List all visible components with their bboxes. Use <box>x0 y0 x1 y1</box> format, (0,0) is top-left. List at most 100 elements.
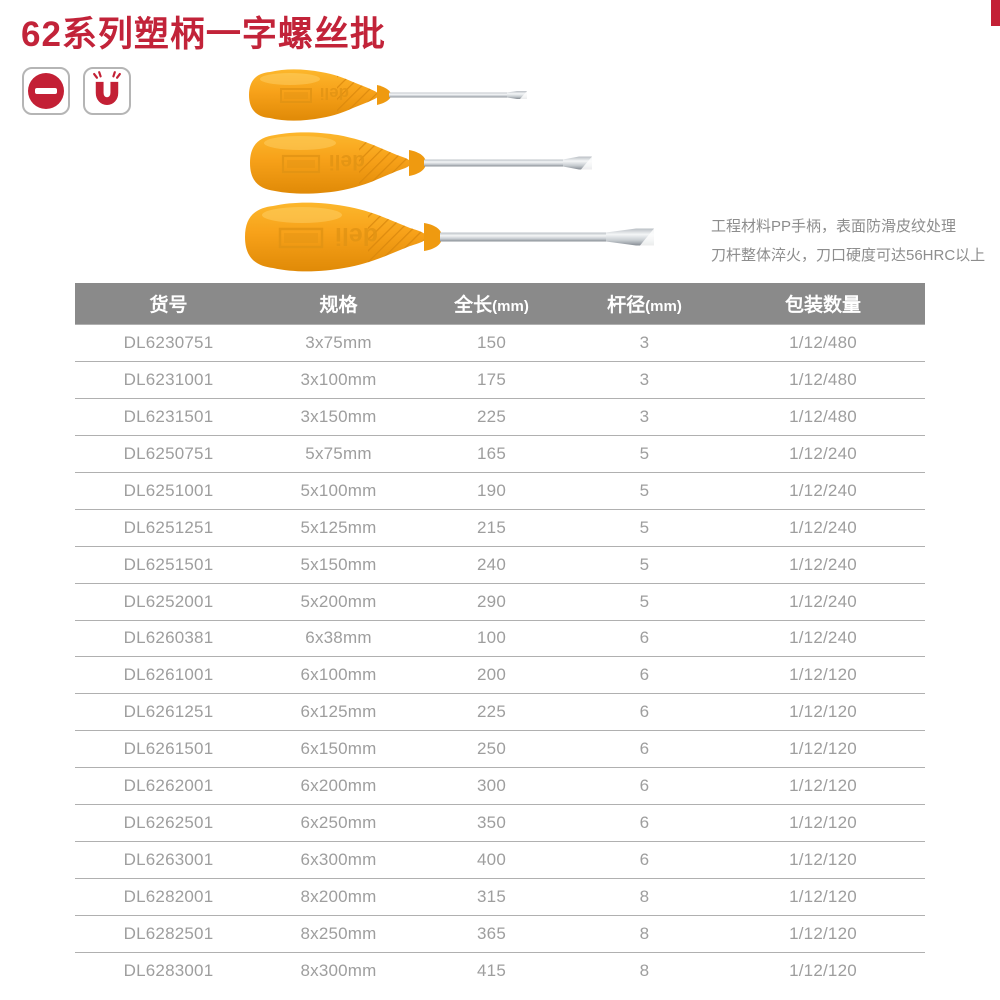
table-cell: 8x200mm <box>300 887 377 907</box>
slotted-circle <box>28 73 64 109</box>
table-cell: 1/12/240 <box>789 628 857 648</box>
table-cell: 1/12/120 <box>789 887 857 907</box>
table-cell: 6x200mm <box>300 776 377 796</box>
brand-logo: deli <box>320 84 349 103</box>
table-cell: 6x125mm <box>300 702 377 722</box>
table-cell: 165 <box>477 443 506 463</box>
table-row: DL6263001 6x300mm 400 6 1/12/120 <box>75 841 925 878</box>
feature-icons <box>22 67 131 115</box>
page-corner-marker <box>991 0 1000 26</box>
table-cell: DL6262001 <box>123 776 214 796</box>
table-row: DL6261001 6x100mm 200 6 1/12/120 <box>75 656 925 693</box>
table-cell: 1/12/240 <box>789 517 857 537</box>
table-cell: 8 <box>639 923 650 943</box>
table-cell: 3 <box>639 332 650 352</box>
table-row: DL6282001 8x200mm 315 8 1/12/120 <box>75 878 925 915</box>
table-cell: 415 <box>477 960 506 980</box>
table-cell: 1/12/480 <box>789 406 857 426</box>
table-cell: DL6283001 <box>123 960 214 980</box>
table-cell: 200 <box>477 665 506 685</box>
table-cell: 3x75mm <box>305 332 372 352</box>
table-cell: 1/12/480 <box>789 332 857 352</box>
table-cell: 150 <box>477 332 506 352</box>
table-cell: 5x75mm <box>305 443 372 463</box>
table-cell: 175 <box>477 369 506 389</box>
description-line: 工程材料PP手柄，表面防滑皮纹处理 <box>711 218 957 235</box>
table-row: DL6260381 6x38mm 100 6 1/12/240 <box>75 619 925 657</box>
table-cell: 400 <box>477 850 506 870</box>
table-cell: 365 <box>477 923 506 943</box>
table-cell: 1/12/240 <box>789 443 857 463</box>
table-cell: 225 <box>477 702 506 722</box>
table-row: DL6261251 6x125mm 225 6 1/12/120 <box>75 693 925 730</box>
table-cell: DL6250751 <box>123 443 214 463</box>
screwdriver-image-medium: deli <box>250 132 592 194</box>
table-row: DL6231501 3x150mm 225 3 1/12/480 <box>75 397 925 435</box>
table-cell: 1/12/480 <box>789 369 857 389</box>
table-cell: DL6262501 <box>123 813 214 833</box>
table-cell: 1/12/120 <box>789 960 857 980</box>
slotted-bar <box>35 88 57 94</box>
column-header: 全长(mm) <box>454 295 529 316</box>
table-cell: 300 <box>477 776 506 796</box>
product-description: 工程材料PP手柄，表面防滑皮纹处理 刀杆整体淬火，刀口硬度可达56HRC以上 <box>711 212 985 270</box>
table-cell: 100 <box>477 628 506 648</box>
table-cell: 6 <box>639 702 650 722</box>
table-cell: 3x100mm <box>300 369 377 389</box>
table-cell: DL6261001 <box>123 665 214 685</box>
table-cell: 5 <box>639 554 650 574</box>
table-cell: 8x300mm <box>300 960 377 980</box>
table-cell: DL6251501 <box>123 554 214 574</box>
magnet-glyph <box>93 71 121 105</box>
table-row: DL6250751 5x75mm 165 5 1/12/240 <box>75 434 925 472</box>
table-cell: 250 <box>477 739 506 759</box>
table-cell: 290 <box>477 591 506 611</box>
table-row: DL6261501 6x150mm 250 6 1/12/120 <box>75 730 925 767</box>
table-cell: 5 <box>639 517 650 537</box>
table-row: DL6283001 8x300mm 415 8 1/12/120 <box>75 951 925 989</box>
table-cell: 8 <box>639 887 650 907</box>
table-cell: 1/12/120 <box>789 923 857 943</box>
table-row: DL6262001 6x200mm 300 6 1/12/120 <box>75 767 925 804</box>
table-cell: 3x150mm <box>300 406 377 426</box>
brand-logo: deli <box>329 150 365 173</box>
table-cell: 5 <box>639 480 650 500</box>
column-header: 包装数量 <box>784 295 861 316</box>
table-cell: 6x150mm <box>300 739 377 759</box>
spec-table-header: 货号 规格 全长(mm) 杆径(mm) 包装数量 <box>75 283 925 324</box>
table-cell: 1/12/120 <box>789 776 857 796</box>
table-row: DL6251501 5x150mm 240 5 1/12/240 <box>75 545 925 583</box>
table-cell: 5x125mm <box>300 517 377 537</box>
table-cell: 1/12/120 <box>789 702 857 722</box>
table-cell: 190 <box>477 480 506 500</box>
table-cell: 1/12/120 <box>789 850 857 870</box>
slotted-icon <box>22 67 70 115</box>
table-cell: 1/12/240 <box>789 591 857 611</box>
column-header: 规格 <box>319 295 358 316</box>
table-cell: 225 <box>477 406 506 426</box>
table-cell: 8 <box>639 960 650 980</box>
table-row: DL6231001 3x100mm 175 3 1/12/480 <box>75 360 925 398</box>
table-cell: 6x300mm <box>300 850 377 870</box>
table-cell: 5 <box>639 591 650 611</box>
table-cell: 8x250mm <box>300 923 377 943</box>
table-cell: DL6231001 <box>123 369 214 389</box>
magnet-icon <box>83 67 131 115</box>
table-cell: DL6282001 <box>123 887 214 907</box>
table-cell: 5 <box>639 443 650 463</box>
table-cell: 315 <box>477 887 506 907</box>
table-cell: 215 <box>477 517 506 537</box>
table-cell: 6 <box>639 628 650 648</box>
table-cell: 3 <box>639 369 650 389</box>
table-cell: 6x250mm <box>300 813 377 833</box>
brand-logo: deli <box>335 222 378 250</box>
table-cell: DL6282501 <box>123 923 214 943</box>
table-cell: 1/12/120 <box>789 813 857 833</box>
table-cell: DL6260381 <box>123 628 214 648</box>
table-cell: 3 <box>639 406 650 426</box>
spec-table-body: DL6230751 3x75mm 150 3 1/12/480 DL6231001 3x10… <box>75 324 925 989</box>
column-header: 杆径(mm) <box>607 295 682 316</box>
table-row: DL6230751 3x75mm 150 3 1/12/480 <box>75 324 925 361</box>
table-cell: DL6230751 <box>123 332 214 352</box>
table-row: DL6251251 5x125mm 215 5 1/12/240 <box>75 508 925 546</box>
